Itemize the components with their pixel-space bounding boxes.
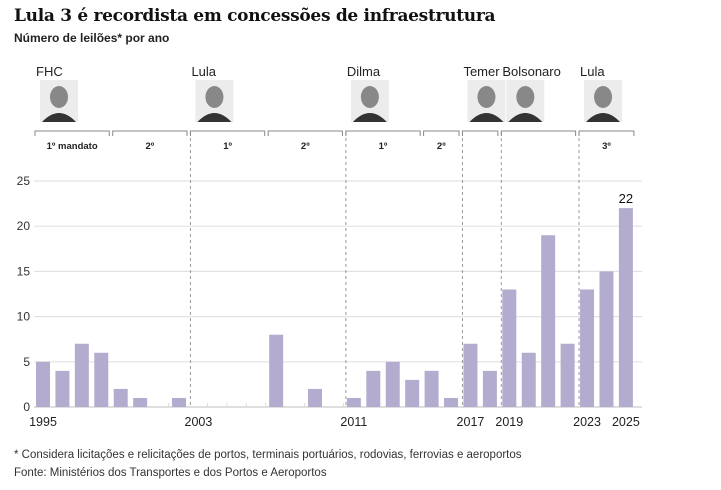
portrait-face — [594, 86, 613, 108]
term-label: 1º — [379, 141, 388, 152]
bar-2016 — [444, 397, 459, 407]
term-label: 1º — [223, 141, 232, 152]
president-name: Dilma — [347, 64, 381, 79]
term-bracket — [112, 130, 188, 136]
term-bracket — [423, 130, 460, 136]
bar-2013 — [385, 361, 400, 407]
bar-2011 — [346, 397, 361, 407]
x-tick-label: 2023 — [573, 415, 601, 429]
bar-1999 — [113, 388, 128, 407]
x-tick-label: 2025 — [612, 415, 640, 429]
bar-2012 — [366, 370, 381, 407]
bar-2017 — [463, 343, 478, 407]
portrait-shoulders — [469, 113, 504, 122]
data-label: 22 — [619, 191, 633, 206]
bar-2021 — [541, 235, 556, 407]
bar-2009 — [308, 388, 323, 407]
portrait-face — [516, 86, 535, 108]
term-label: 3º — [602, 141, 611, 152]
footnote: * Considera licitações e relicitações de… — [14, 449, 522, 461]
bar-2007 — [269, 334, 284, 407]
term-label: 2º — [301, 141, 310, 152]
x-tick-label: 1995 — [29, 415, 57, 429]
portrait-face — [205, 86, 224, 108]
x-tick-label: 2003 — [185, 415, 213, 429]
portrait-face — [50, 86, 68, 108]
bar-2022 — [560, 343, 575, 407]
y-tick-label: 15 — [17, 264, 31, 278]
y-tick-label: 10 — [17, 310, 31, 324]
bar-2024 — [599, 271, 614, 407]
y-tick-label: 20 — [17, 219, 31, 233]
portrait-shoulders — [42, 113, 76, 122]
bar-2025 — [618, 208, 633, 407]
term-bracket — [578, 130, 635, 136]
president-name: Temer — [463, 64, 500, 79]
bar-2002 — [172, 397, 187, 407]
president-name: Lula — [191, 64, 216, 79]
portrait-shoulders — [586, 113, 621, 122]
term-label: 2º — [437, 141, 446, 152]
chart-subtitle: Número de leilões* por ano — [14, 31, 170, 45]
bar-1996 — [55, 370, 70, 407]
term-bracket — [189, 130, 266, 136]
chart-title: Lula 3 é recordista em concessões de inf… — [14, 6, 496, 26]
y-tick-label: 0 — [23, 400, 30, 414]
bar-1995 — [36, 361, 50, 407]
term-bracket — [500, 130, 577, 136]
portrait-shoulders — [352, 113, 387, 122]
y-tick-label: 5 — [23, 355, 30, 369]
bar-1997 — [74, 343, 89, 407]
president-name: FHC — [36, 64, 63, 79]
term-bracket — [461, 130, 499, 136]
term-label: 1º mandato — [47, 141, 98, 152]
portrait-face — [360, 86, 379, 108]
president-name: Lula — [580, 64, 605, 79]
portrait-shoulders — [508, 113, 543, 122]
x-tick-label: 2019 — [495, 415, 523, 429]
bar-1998 — [94, 352, 109, 407]
portrait-shoulders — [197, 113, 232, 122]
bar-2014 — [405, 379, 420, 407]
term-bracket — [267, 130, 343, 136]
bar-2015 — [424, 370, 439, 407]
portrait-face — [477, 86, 496, 108]
x-tick-label: 2017 — [457, 415, 485, 429]
term-bracket — [345, 130, 421, 136]
y-tick-label: 25 — [17, 174, 31, 188]
term-bracket — [34, 130, 110, 136]
x-tick-label: 2011 — [340, 415, 367, 429]
bar-2023 — [580, 289, 595, 407]
bar-2020 — [521, 352, 536, 407]
bar-2000 — [133, 397, 148, 407]
source: Fonte: Ministérios dos Transportes e dos… — [14, 467, 327, 479]
bar-2019 — [502, 289, 517, 407]
bar-2018 — [482, 370, 497, 407]
president-name: Bolsonaro — [502, 64, 561, 79]
term-label: 2º — [145, 141, 154, 152]
